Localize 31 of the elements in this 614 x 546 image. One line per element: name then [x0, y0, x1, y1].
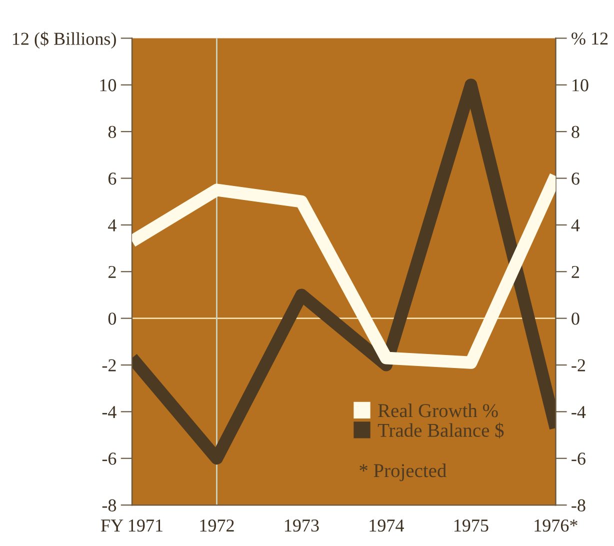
y-tick-label: 2 [108, 266, 116, 278]
y-tick-label: -6 [102, 452, 116, 465]
y-tick-label: 6 [108, 172, 116, 185]
y2-tick-label: 8 [572, 126, 580, 138]
y2-tick-label: 10 [572, 79, 588, 92]
y-tick-label: 8 [108, 126, 116, 138]
y2-tick-label: 2 [572, 266, 579, 278]
y2-tick-label: 4 [571, 219, 580, 232]
x-tick-label: 1975 [454, 520, 488, 532]
y2-tick-label: -4 [572, 406, 586, 418]
y-tick-label: 10 [100, 79, 116, 92]
y2-tick-label: -8 [572, 499, 586, 512]
y-tick-label: -8 [102, 499, 116, 512]
y-tick-label: -4 [102, 406, 116, 418]
x-tick-label: 1976* [534, 520, 578, 532]
x-tick-label: FY 1971 [101, 520, 162, 532]
y2-tick-label: 0 [572, 312, 580, 325]
x-tick-label: 1974 [370, 520, 404, 532]
annotation: * Projected [360, 464, 446, 482]
y-tick-label: 12 ($ Billions) [12, 32, 116, 49]
legend-label: Trade Balance $ [378, 422, 504, 438]
y2-tick-label: -2 [572, 359, 585, 372]
y-tick-label: 4 [108, 219, 116, 232]
y2-tick-label: -6 [572, 452, 586, 465]
y2-tick-label: 6 [572, 172, 580, 185]
y-tick-label: 0 [108, 312, 116, 325]
y-tick-label: -2 [102, 359, 116, 372]
x-tick-label: 1973 [285, 520, 319, 532]
x-tick-label: 1972 [200, 520, 234, 532]
y2-tick-label: % 12 [572, 32, 608, 45]
legend-label: Real Growth % [378, 404, 498, 418]
